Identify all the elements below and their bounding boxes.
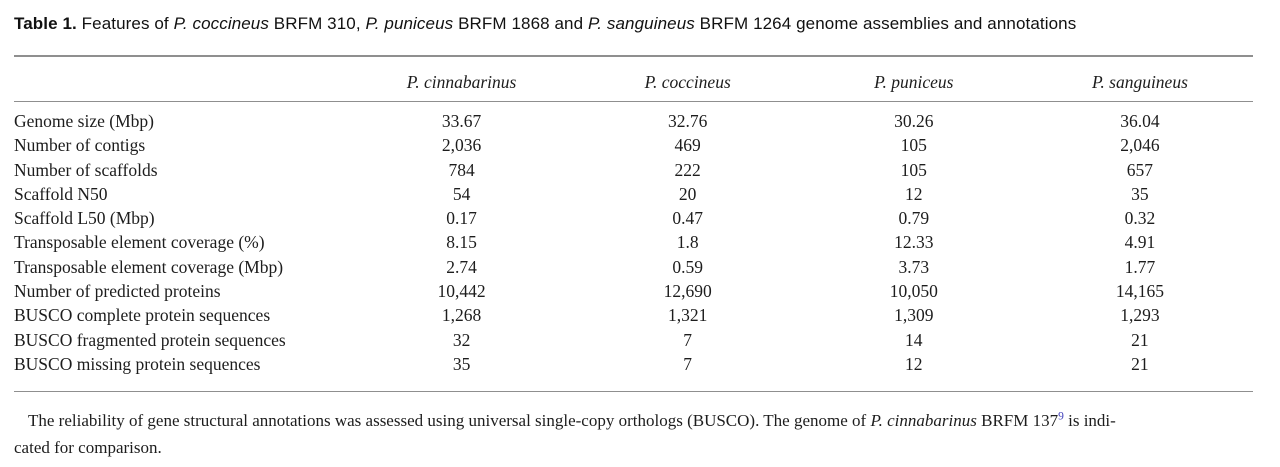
value-cell: 0.17 (446, 208, 477, 229)
value-cell: 3.73 (898, 256, 930, 277)
table-row: Number of contigs 2,036 469 105 2,046 (14, 133, 1253, 157)
row-label: Number of contigs (14, 135, 146, 156)
header-row: P. cinnabarinus P. coccineus P. puniceus P.… (14, 56, 1253, 102)
value-cell: 35 (452, 353, 471, 374)
column-header-2: P. puniceus (800, 56, 1027, 102)
value-cell: 0.59 (672, 256, 703, 277)
value-cell: 105 (900, 135, 927, 156)
column-header-3: P. sanguineus (1026, 56, 1253, 102)
value-cell: 7 (683, 353, 693, 374)
table-body: Genome size (Mbp) 33.67 32.76 30.26 36.04 Num… (14, 102, 1253, 392)
value-cell: 14 (905, 329, 923, 350)
value-cell: 1.77 (1124, 256, 1156, 277)
value-cell: 12,690 (663, 281, 712, 302)
value-cell: 20 (678, 183, 697, 204)
value-cell: 32.76 (667, 111, 708, 131)
table-caption: Table 1. Features of P. coccineus BRFM 3… (14, 13, 1253, 34)
value-cell: 657 (1126, 159, 1154, 180)
row-label: Scaffold N50 (14, 183, 108, 204)
value-cell: 35 (1131, 183, 1149, 204)
value-cell: 105 (900, 159, 927, 180)
value-cell: 0.32 (1124, 208, 1156, 229)
table-row: Scaffold N50 54 20 12 35 (14, 182, 1253, 206)
value-cell: 1,309 (894, 305, 934, 326)
table-row: Number of scaffolds 784 222 105 657 (14, 158, 1253, 182)
value-cell: 10,442 (437, 281, 486, 302)
value-cell: 0.79 (898, 208, 930, 229)
row-label: Transposable element coverage (Mbp) (14, 256, 284, 277)
text-run: BRFM 310, (268, 14, 366, 33)
value-cell: 222 (674, 159, 701, 180)
value-cell: 12 (905, 353, 923, 374)
table-row: BUSCO complete protein sequences 1,268 1,3… (14, 303, 1253, 327)
column-header-1: P. coccineus (574, 56, 801, 102)
value-cell: 32 (452, 329, 471, 350)
value-cell: 4.91 (1124, 232, 1156, 253)
text-run: cated for comparison. (14, 438, 162, 458)
value-cell: 36.04 (1120, 111, 1160, 131)
value-cell: 12.33 (894, 232, 934, 253)
value-cell: 2,036 (441, 135, 482, 156)
text-run: BRFM 1264 genome assemblies and annotati… (694, 14, 1077, 33)
value-cell: 33.67 (441, 111, 482, 131)
value-cell: 1,293 (1120, 305, 1160, 326)
row-label: Number of scaffolds (14, 159, 158, 180)
row-label: BUSCO complete protein sequences (14, 305, 271, 326)
value-cell: 12 (905, 183, 923, 204)
row-label: BUSCO missing protein sequences (14, 353, 261, 374)
species-name: P. sanguineus (588, 14, 695, 33)
header-corner-cell (14, 56, 349, 102)
value-cell: 10,050 (889, 281, 938, 302)
table-row: Number of predicted proteins 10,442 12,690… (14, 279, 1253, 303)
column-header-0: P. cinnabarinus (348, 56, 575, 102)
text-run: BRFM 137 (976, 411, 1059, 431)
value-cell: 7 (683, 329, 693, 350)
row-label: BUSCO fragmented protein sequences (14, 329, 286, 350)
genome-features-table: P. cinnabarinus P. coccineus P. puniceus P.… (14, 55, 1253, 393)
table-footnote: The reliability of gene structural annot… (14, 407, 1253, 461)
table-row: BUSCO fragmented protein sequences 32 7 14 2… (14, 328, 1253, 352)
value-cell: 21 (1131, 329, 1149, 350)
species-name: P. puniceus (365, 14, 454, 33)
citation-reference-link[interactable]: 9 (1058, 410, 1064, 423)
value-cell: 0.47 (672, 208, 703, 229)
caption-label: Table 1. (14, 14, 77, 33)
value-cell: 1,268 (441, 305, 482, 326)
species-name: P. cinnabarinus (870, 411, 977, 431)
value-cell: 1,321 (667, 305, 708, 326)
value-cell: 8.15 (446, 232, 477, 253)
text-run: is indi- (1063, 411, 1116, 431)
value-cell: 1.8 (676, 232, 699, 253)
value-cell: 469 (674, 135, 701, 156)
text-run: The reliability of gene structural annot… (28, 411, 871, 431)
row-label: Scaffold L50 (Mbp) (14, 208, 155, 229)
table-row: BUSCO missing protein sequences 35 7 12 21 (14, 352, 1253, 392)
value-cell: 30.26 (894, 111, 934, 131)
value-cell: 2.74 (446, 256, 477, 277)
row-label: Genome size (Mbp) (14, 111, 154, 131)
table-row: Scaffold L50 (Mbp) 0.17 0.47 0.79 0.32 (14, 206, 1253, 230)
value-cell: 784 (448, 159, 475, 180)
table-row: Transposable element coverage (%) 8.15 1.8… (14, 230, 1253, 254)
row-label: Number of predicted proteins (14, 281, 221, 302)
value-cell: 2,046 (1120, 135, 1160, 156)
value-cell: 14,165 (1115, 281, 1164, 302)
table-header: P. cinnabarinus P. coccineus P. puniceus P.… (14, 56, 1253, 102)
table-row: Transposable element coverage (Mbp) 2.74 0… (14, 255, 1253, 279)
text-run: BRFM 1868 and (453, 14, 588, 33)
text-run: Features of (76, 14, 174, 33)
species-name: P. coccineus (173, 14, 269, 33)
value-cell: 21 (1131, 353, 1149, 374)
value-cell: 54 (452, 183, 471, 204)
row-label: Transposable element coverage (%) (14, 232, 265, 253)
table-row: Genome size (Mbp) 33.67 32.76 30.26 36.04 (14, 102, 1253, 134)
